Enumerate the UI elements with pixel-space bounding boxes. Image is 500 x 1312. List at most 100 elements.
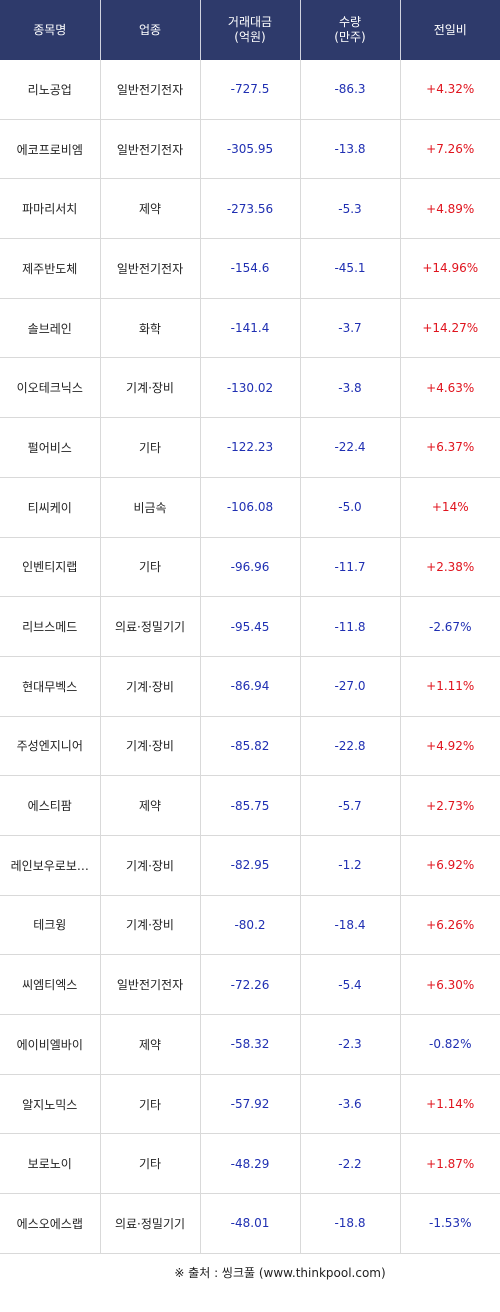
table-row: 테크윙 기계·장비 -80.2 -18.4 +6.26% xyxy=(0,895,500,956)
table-row: 솔브레인 화학 -141.4 -3.7 +14.27% xyxy=(0,298,500,359)
trade-amount-cell: -154.6 xyxy=(200,238,301,299)
header-trade-amount-unit: (억원) xyxy=(234,30,266,44)
header-stock-name: 종목명 xyxy=(0,0,101,60)
sector-cell: 기계·장비 xyxy=(100,656,201,717)
sector-cell: 기계·장비 xyxy=(100,895,201,956)
quantity-cell: -5.4 xyxy=(300,954,401,1015)
stock-table: 종목명 업종 거래대금 (억원) 수량 (만주) 전일비 리노공업 일반전기전자 -72… xyxy=(0,0,500,1254)
table-row: 파마리서치 제약 -273.56 -5.3 +4.89% xyxy=(0,178,500,240)
trade-amount-cell: -96.96 xyxy=(200,537,301,598)
table-row: 보로노이 기타 -48.29 -2.2 +1.87% xyxy=(0,1133,500,1195)
header-quantity: 수량 (만주) xyxy=(300,0,401,60)
stock-name-cell: 현대무벡스 xyxy=(0,656,101,717)
sector-cell: 화학 xyxy=(100,298,201,359)
change-cell: +4.92% xyxy=(400,716,500,777)
stock-name-cell: 제주반도체 xyxy=(0,238,101,299)
trade-amount-cell: -122.23 xyxy=(200,417,301,478)
table-body: 리노공업 일반전기전자 -727.5 -86.3 +4.32% 에코프로비엠 일반전기전자 -… xyxy=(0,60,500,1254)
change-cell: +4.63% xyxy=(400,357,500,419)
header-stock-name-label: 종목명 xyxy=(33,22,67,37)
change-cell: -2.67% xyxy=(400,596,500,657)
trade-amount-cell: -141.4 xyxy=(200,298,301,359)
table-row: 씨엠티엑스 일반전기전자 -72.26 -5.4 +6.30% xyxy=(0,954,500,1015)
header-quantity-unit: (만주) xyxy=(334,30,366,44)
trade-amount-cell: -80.2 xyxy=(200,895,301,956)
sector-cell: 일반전기전자 xyxy=(100,119,201,180)
table-row: 레인보우로보… 기계·장비 -82.95 -1.2 +6.92% xyxy=(0,835,500,896)
sector-cell: 일반전기전자 xyxy=(100,60,201,120)
quantity-cell: -2.3 xyxy=(300,1014,401,1075)
stock-name-cell: 파마리서치 xyxy=(0,178,101,240)
change-cell: +1.87% xyxy=(400,1133,500,1195)
sector-cell: 의료·정밀기기 xyxy=(100,596,201,657)
quantity-cell: -3.6 xyxy=(300,1074,401,1135)
header-trade-amount: 거래대금 (억원) xyxy=(200,0,301,60)
change-cell: +6.37% xyxy=(400,417,500,478)
stock-name-cell: 테크윙 xyxy=(0,895,101,956)
stock-name-cell: 에스티팜 xyxy=(0,775,101,836)
table-header: 종목명 업종 거래대금 (억원) 수량 (만주) 전일비 xyxy=(0,0,500,60)
trade-amount-cell: -85.82 xyxy=(200,716,301,777)
quantity-cell: -22.4 xyxy=(300,417,401,478)
header-sector-label: 업종 xyxy=(138,22,162,37)
table-row: 현대무벡스 기계·장비 -86.94 -27.0 +1.11% xyxy=(0,656,500,717)
stock-name-cell: 이오테크닉스 xyxy=(0,357,101,419)
trade-amount-cell: -727.5 xyxy=(200,60,301,120)
quantity-cell: -5.0 xyxy=(300,477,401,538)
table-row: 주성엔지니어 기계·장비 -85.82 -22.8 +4.92% xyxy=(0,716,500,777)
stock-name-cell: 인벤티지랩 xyxy=(0,537,101,598)
change-cell: +4.32% xyxy=(400,60,500,120)
change-cell: +14.27% xyxy=(400,298,500,359)
header-trade-amount-label: 거래대금 xyxy=(227,15,273,29)
stock-name-cell: 주성엔지니어 xyxy=(0,716,101,777)
quantity-cell: -18.8 xyxy=(300,1193,401,1254)
sector-cell: 기계·장비 xyxy=(100,716,201,777)
sector-cell: 기타 xyxy=(100,1133,201,1195)
table-row: 리노공업 일반전기전자 -727.5 -86.3 +4.32% xyxy=(0,60,500,120)
table-row: 인벤티지랩 기타 -96.96 -11.7 +2.38% xyxy=(0,537,500,598)
change-cell: +1.14% xyxy=(400,1074,500,1135)
sector-cell: 제약 xyxy=(100,1014,201,1075)
change-cell: +6.92% xyxy=(400,835,500,896)
table-row: 에스티팜 제약 -85.75 -5.7 +2.73% xyxy=(0,775,500,836)
sector-cell: 의료·정밀기기 xyxy=(100,1193,201,1254)
change-cell: +2.38% xyxy=(400,537,500,598)
quantity-cell: -3.8 xyxy=(300,357,401,419)
quantity-cell: -18.4 xyxy=(300,895,401,956)
trade-amount-cell: -130.02 xyxy=(200,357,301,419)
sector-cell: 제약 xyxy=(100,178,201,240)
trade-amount-cell: -72.26 xyxy=(200,954,301,1015)
stock-name-cell: 알지노믹스 xyxy=(0,1074,101,1135)
stock-name-cell: 에스오에스랩 xyxy=(0,1193,101,1254)
stock-name-cell: 리노공업 xyxy=(0,60,101,120)
table-row: 이오테크닉스 기계·장비 -130.02 -3.8 +4.63% xyxy=(0,357,500,419)
table-row: 리브스메드 의료·정밀기기 -95.45 -11.8 -2.67% xyxy=(0,596,500,657)
change-cell: -1.53% xyxy=(400,1193,500,1254)
sector-cell: 제약 xyxy=(100,775,201,836)
header-change: 전일비 xyxy=(400,0,500,60)
stock-name-cell: 레인보우로보… xyxy=(0,835,101,896)
trade-amount-cell: -48.01 xyxy=(200,1193,301,1254)
quantity-cell: -22.8 xyxy=(300,716,401,777)
stock-name-cell: 에코프로비엠 xyxy=(0,119,101,180)
quantity-cell: -2.2 xyxy=(300,1133,401,1195)
stock-name-cell: 에이비엘바이 xyxy=(0,1014,101,1075)
table-row: 티씨케이 비금속 -106.08 -5.0 +14% xyxy=(0,477,500,538)
quantity-cell: -13.8 xyxy=(300,119,401,180)
change-cell: +6.30% xyxy=(400,954,500,1015)
trade-amount-cell: -106.08 xyxy=(200,477,301,538)
header-sector: 업종 xyxy=(100,0,201,60)
trade-amount-cell: -305.95 xyxy=(200,119,301,180)
trade-amount-cell: -85.75 xyxy=(200,775,301,836)
table-row: 에이비엘바이 제약 -58.32 -2.3 -0.82% xyxy=(0,1014,500,1075)
stock-name-cell: 씨엠티엑스 xyxy=(0,954,101,1015)
change-cell: +4.89% xyxy=(400,178,500,240)
sector-cell: 기타 xyxy=(100,417,201,478)
stock-name-cell: 보로노이 xyxy=(0,1133,101,1195)
change-cell: +1.11% xyxy=(400,656,500,717)
quantity-cell: -11.8 xyxy=(300,596,401,657)
sector-cell: 일반전기전자 xyxy=(100,954,201,1015)
change-cell: +6.26% xyxy=(400,895,500,956)
quantity-cell: -45.1 xyxy=(300,238,401,299)
sector-cell: 기타 xyxy=(100,537,201,598)
